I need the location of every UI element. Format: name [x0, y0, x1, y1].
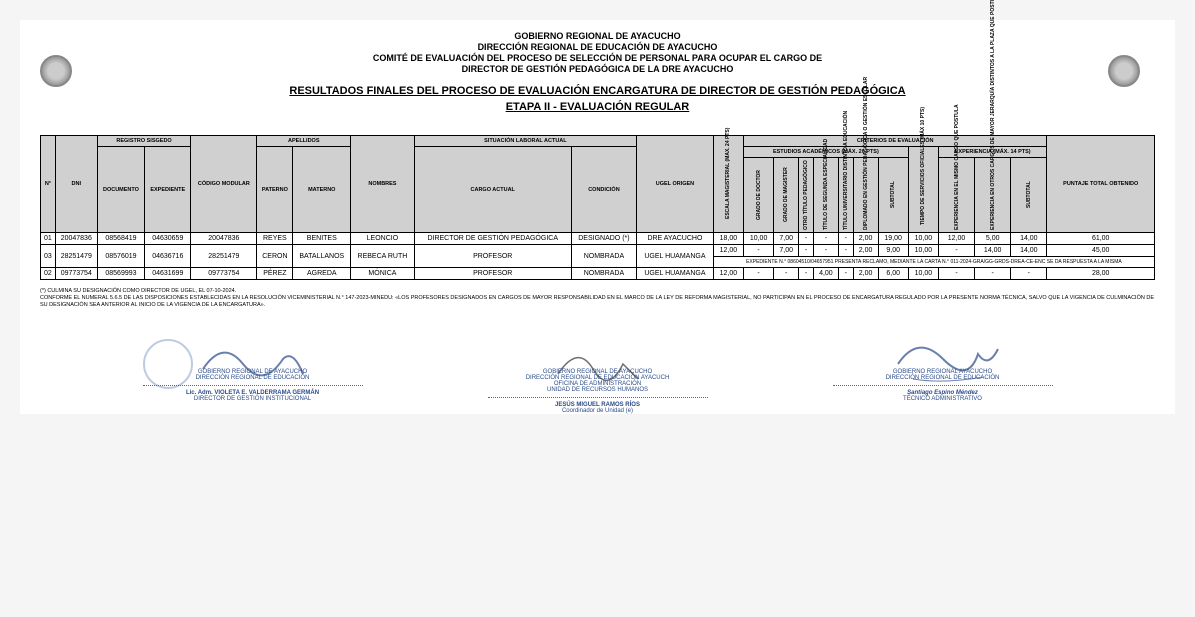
col-expediente: EXPEDIENTE: [145, 147, 191, 233]
col-expm: EXPERIENCIA EN EL MISMO CARGO QUE POSTUL…: [938, 158, 974, 233]
col-materno: MATERNO: [293, 147, 351, 233]
col-documento: DOCUMENTO: [97, 147, 144, 233]
signature-3: GOBIERNO REGIONAL AYACUCHO DIRECCIÓN REG…: [813, 369, 1073, 414]
reclamo-text: EXPEDIENTE N.° 08604510/04657951 PRESENT…: [713, 257, 1154, 268]
header-line1: GOBIERNO REGIONAL DE AYACUCHO: [20, 31, 1175, 41]
col-paterno: PATERNO: [257, 147, 293, 233]
col-tiempo: TIEMPO DE SERVICIOS OFICIALES (MÁX 10 PT…: [908, 147, 938, 233]
col-otro: OTRO TÍTULO PEDAGÓGICO: [799, 158, 814, 233]
col-puntaje: PUNTAJE TOTAL OBTENIDO: [1047, 136, 1155, 233]
col-univ: TÍTULO UNIVERSITARIO DISTINTO A EDUCACIÓ…: [838, 158, 853, 233]
document-page: GOBIERNO REGIONAL DE AYACUCHO DIRECCIÓN …: [20, 20, 1175, 414]
col-escala: ESCALA MAGISTERIAL (MAX. 24 PTS): [713, 136, 743, 233]
grp-registro: REGISTRO SISGEDO: [97, 136, 191, 147]
col-sub1: SUBTOTAL: [878, 158, 908, 233]
footnotes: (*) CULMINA SU DESIGNACIÓN COMO DIRECTOR…: [40, 288, 1155, 309]
table-row: 02 09773754 08569993 04631699 09773754 P…: [41, 268, 1155, 280]
table-row: 03 28251479 08576019 04636716 28251479 C…: [41, 245, 1155, 257]
table-body: 01 20047836 08568419 04630659 20047836 R…: [41, 233, 1155, 280]
table-head: N° DNI REGISTRO SISGEDO CÓDIGO MODULAR A…: [41, 136, 1155, 233]
col-doctor: GRADO DE DOCTOR: [744, 158, 774, 233]
header-line3: COMITÉ DE EVALUACIÓN DEL PROCESO DE SELE…: [20, 53, 1175, 63]
stamp-icon: [143, 339, 193, 389]
col-expo: EXPERIENCIA EN OTROS CARGOS DE MAYOR JER…: [975, 158, 1011, 233]
table-row: 01 20047836 08568419 04630659 20047836 R…: [41, 233, 1155, 245]
grp-criterios: CRITERIOS DE EVALUACIÓN: [744, 136, 1047, 147]
col-codigo: CÓDIGO MODULAR: [191, 136, 257, 233]
title-line1: RESULTADOS FINALES DEL PROCESO DE EVALUA…: [20, 85, 1175, 97]
header-line4: DIRECTOR DE GESTIÓN PEDAGÓGICA DE LA DRE…: [20, 64, 1175, 74]
signature-scribble-icon: [193, 329, 313, 389]
logo-left-icon: [40, 55, 72, 87]
signatures: GOBIERNO REGIONAL DE AYACUCHO DIRECCIÓN …: [20, 369, 1175, 414]
signature-1: GOBIERNO REGIONAL DE AYACUCHO DIRECCIÓN …: [123, 369, 383, 414]
col-condicion: CONDICIÓN: [571, 147, 636, 233]
header: GOBIERNO REGIONAL DE AYACUCHO DIRECCIÓN …: [20, 20, 1175, 127]
title-line2: ETAPA II - EVALUACIÓN REGULAR: [20, 101, 1175, 113]
header-line2: DIRECCIÓN REGIONAL DE EDUCACIÓN DE AYACU…: [20, 42, 1175, 52]
grp-situacion: SITUACIÓN LABORAL ACTUAL: [414, 136, 636, 147]
results-table: N° DNI REGISTRO SISGEDO CÓDIGO MODULAR A…: [40, 135, 1155, 280]
col-sub2: SUBTOTAL: [1011, 158, 1047, 233]
col-magister: GRADO DE MAGISTER: [774, 158, 799, 233]
logo-right-icon: [1108, 55, 1140, 87]
col-dni: DNI: [55, 136, 97, 233]
col-n: N°: [41, 136, 56, 233]
col-segunda: TÍTULO DE SEGUNDA ESPECIALIDAD: [813, 158, 838, 233]
grp-apellidos: APELLIDOS: [257, 136, 351, 147]
footnote-2: CONFORME EL NUMERAL 5.6.5 DE LAS DISPOSI…: [40, 295, 1155, 309]
col-cargo: CARGO ACTUAL: [414, 147, 571, 233]
signature-scribble-icon: [538, 329, 658, 389]
col-ugel: UGEL ORIGEN: [637, 136, 714, 233]
signature-scribble-icon: [883, 329, 1003, 389]
signature-2: GOBIERNO REGIONAL DE AYACUCHO DIRECCIÓN …: [468, 369, 728, 414]
col-dip: DIPLOMADO EN GESTIÓN PEDAGÓGICA O GESTIÓ…: [853, 158, 878, 233]
col-nombres: NOMBRES: [351, 136, 415, 233]
